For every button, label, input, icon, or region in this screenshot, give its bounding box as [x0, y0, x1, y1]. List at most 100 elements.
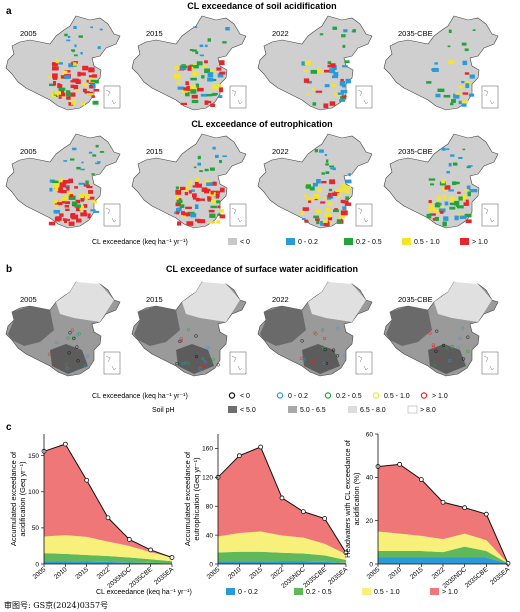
exceedance-patch: [71, 214, 79, 220]
exceedance-patch: [63, 180, 70, 184]
exceedance-patch: [333, 72, 339, 77]
exceedance-patch: [434, 203, 440, 208]
headwater-point: [466, 335, 470, 339]
exceedance-patch: [464, 213, 472, 218]
headwater-point: [458, 336, 462, 341]
total-point: [84, 477, 90, 483]
exceedance-patch: [465, 83, 470, 89]
inset-box: [355, 351, 373, 375]
exceedance-patch: [52, 77, 58, 80]
exceedance-patch: [70, 99, 76, 105]
exceedance-patch: [470, 188, 478, 193]
exceedance-patch: [303, 69, 309, 72]
map-water-3: 2022: [257, 281, 373, 377]
headwater-point: [311, 359, 316, 364]
exceedance-patch: [344, 188, 350, 194]
legend-b-ph-swatch: [348, 406, 357, 413]
legend-b-ph-item-label: < 5.0: [240, 407, 256, 414]
exceedance-patch: [315, 209, 321, 214]
exceedance-patch: [52, 66, 59, 71]
exceedance-patch: [324, 84, 330, 88]
y-tick-label: 60: [366, 431, 374, 438]
exceedance-patch: [432, 67, 439, 72]
total-point: [343, 550, 349, 556]
exceedance-patch: [429, 213, 436, 216]
ph-low-region: [134, 306, 180, 346]
exceedance-patch: [340, 199, 346, 204]
exceedance-patch: [88, 67, 95, 73]
exceedance-patch: [461, 195, 467, 199]
x-tick-label: 2005: [206, 566, 222, 581]
exceedance-patch: [212, 146, 216, 150]
exceedance-patch: [88, 151, 93, 154]
exceedance-patch: [68, 195, 76, 200]
exceedance-patch: [219, 214, 226, 219]
exceedance-patch: [90, 209, 96, 212]
exceedance-patch: [210, 93, 217, 96]
exceedance-patch: [315, 218, 320, 221]
legend-a-item-label: 0.2 - 0.5: [356, 239, 382, 246]
inset-islands: [483, 89, 495, 105]
exceedance-patch: [449, 202, 456, 206]
x-tick-label: 2010: [227, 566, 243, 581]
exceedance-patch: [99, 28, 103, 31]
headwater-point: [179, 337, 183, 341]
headwater-point: [466, 349, 470, 354]
total-point: [62, 441, 68, 447]
exceedance-patch: [436, 196, 442, 201]
exceedance-patch: [51, 180, 59, 184]
exceedance-patch: [83, 210, 87, 213]
exceedance-patch: [448, 189, 454, 192]
exceedance-patch: [92, 100, 99, 105]
exceedance-patch: [207, 72, 214, 78]
exceedance-patch: [51, 63, 57, 66]
exceedance-patch: [324, 154, 328, 156]
exceedance-patch: [72, 62, 77, 66]
exceedance-patch: [325, 208, 331, 213]
total-point: [397, 461, 403, 467]
x-tick-label: 2035EA: [327, 566, 350, 587]
total-point: [300, 509, 306, 515]
exceedance-patch: [96, 161, 101, 163]
exceedance-patch: [58, 84, 63, 89]
exceedance-patch: [316, 178, 321, 184]
inset-islands: [483, 207, 495, 223]
legend-b-swatch: [276, 392, 284, 399]
exceedance-patch: [448, 60, 455, 65]
exceedance-patch: [444, 186, 448, 190]
exceedance-patch: [311, 87, 315, 90]
exceedance-patch: [80, 212, 88, 217]
area-series-2: [44, 553, 172, 564]
exceedance-patch: [210, 205, 218, 209]
headwater-point: [323, 347, 327, 352]
exceedance-patch: [323, 103, 329, 109]
legend-a-swatch: [402, 238, 411, 245]
exceedance-patch: [55, 60, 59, 64]
exceedance-patch: [191, 70, 199, 76]
headwater-point: [322, 336, 327, 341]
exceedance-patch: [195, 197, 200, 202]
exceedance-patch: [193, 65, 199, 69]
exceedance-patch: [319, 149, 324, 153]
legend-c-swatch: [362, 588, 371, 595]
exceedance-patch: [219, 71, 226, 75]
exceedance-patch: [70, 84, 75, 89]
exceedance-patch: [66, 96, 71, 100]
area-series-4: [44, 444, 172, 558]
headwater-point: [460, 326, 465, 330]
exceedance-patch: [78, 182, 85, 185]
total-point: [148, 547, 154, 553]
exceedance-patch: [87, 93, 94, 96]
exceedance-patch: [59, 77, 64, 80]
exceedance-patch: [338, 214, 346, 219]
exceedance-patch: [219, 187, 225, 193]
exceedance-patch: [461, 102, 467, 107]
exceedance-patch: [200, 93, 208, 97]
headwater-point: [343, 354, 347, 358]
exceedance-patch: [435, 209, 439, 214]
exceedance-patch: [77, 71, 81, 77]
headwater-point: [432, 363, 437, 367]
map-year-label: 2022: [272, 295, 289, 304]
exceedance-patch: [428, 178, 436, 181]
